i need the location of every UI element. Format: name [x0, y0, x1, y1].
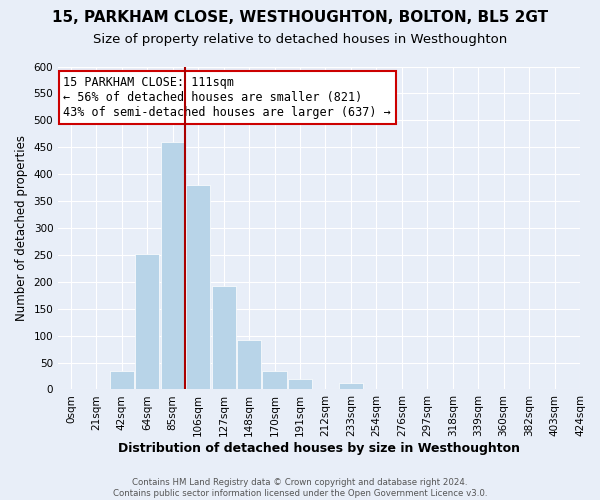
- Bar: [161, 142, 185, 390]
- Bar: [262, 370, 287, 390]
- Bar: [288, 378, 312, 390]
- Text: 15, PARKHAM CLOSE, WESTHOUGHTON, BOLTON, BL5 2GT: 15, PARKHAM CLOSE, WESTHOUGHTON, BOLTON,…: [52, 10, 548, 25]
- Y-axis label: Number of detached properties: Number of detached properties: [15, 135, 28, 321]
- Bar: [212, 286, 236, 390]
- Bar: [110, 370, 134, 390]
- Bar: [135, 254, 160, 390]
- Bar: [186, 185, 210, 390]
- Bar: [237, 340, 261, 390]
- X-axis label: Distribution of detached houses by size in Westhoughton: Distribution of detached houses by size …: [118, 442, 520, 455]
- Text: Contains HM Land Registry data © Crown copyright and database right 2024.
Contai: Contains HM Land Registry data © Crown c…: [113, 478, 487, 498]
- Bar: [339, 383, 363, 390]
- Text: Size of property relative to detached houses in Westhoughton: Size of property relative to detached ho…: [93, 32, 507, 46]
- Text: 15 PARKHAM CLOSE: 111sqm
← 56% of detached houses are smaller (821)
43% of semi-: 15 PARKHAM CLOSE: 111sqm ← 56% of detach…: [64, 76, 391, 119]
